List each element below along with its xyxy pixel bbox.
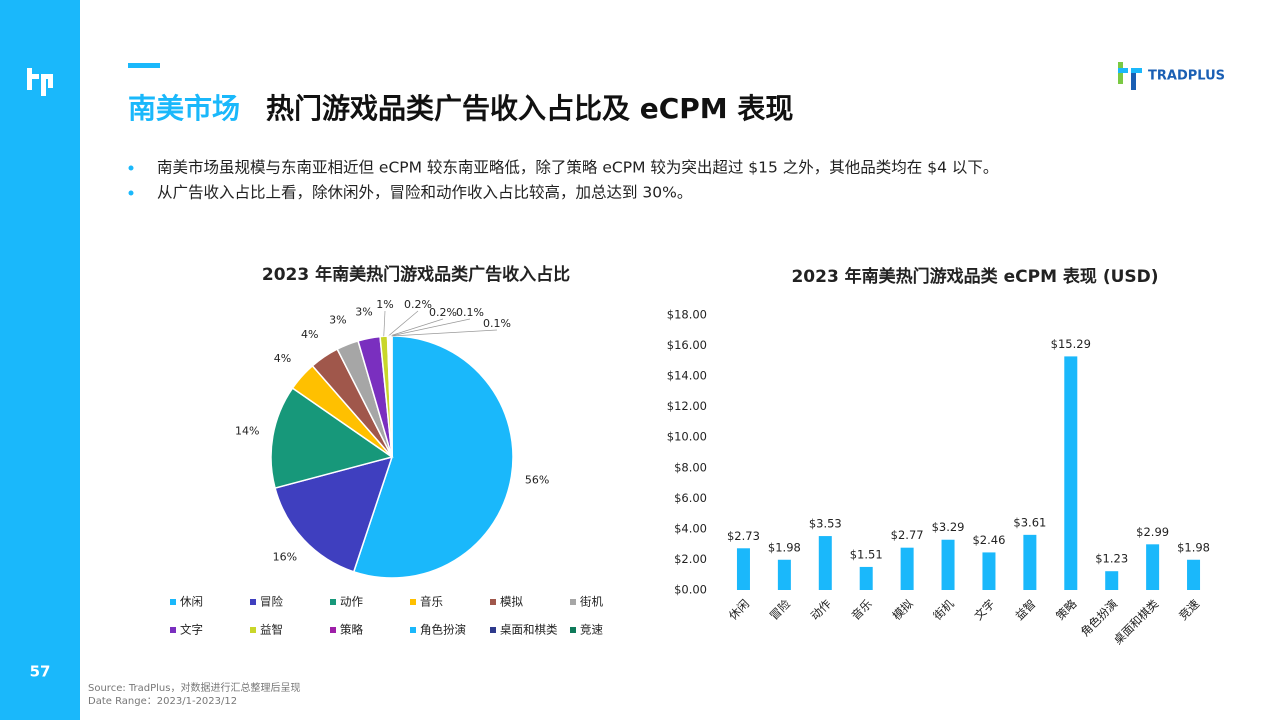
bar	[941, 539, 955, 590]
pie-slice	[352, 335, 514, 579]
legend-swatch	[330, 627, 336, 633]
data-label: $3.53	[809, 517, 842, 531]
data-label: 0.1%	[456, 306, 484, 319]
data-label: 0.1%	[483, 317, 511, 330]
y-tick-label: $16.00	[667, 338, 707, 352]
data-label: $15.29	[1051, 337, 1091, 351]
bar	[1105, 571, 1119, 590]
data-label: $2.46	[972, 533, 1005, 547]
data-label: $2.77	[891, 528, 924, 542]
brand-name: TRADPLUS	[1148, 69, 1225, 84]
accent-dash	[128, 63, 160, 68]
legend-label: 冒险	[260, 595, 283, 609]
leader-line	[383, 310, 386, 337]
legend-swatch	[250, 599, 256, 605]
data-label: 3%	[355, 306, 372, 319]
legend-label: 文字	[180, 623, 203, 637]
y-tick-label: $12.00	[667, 399, 707, 413]
leader-line	[391, 329, 498, 337]
brand-logo: TRADPLUS	[1118, 62, 1225, 90]
legend-swatch	[490, 599, 496, 605]
data-label: 1%	[376, 298, 393, 311]
title-highlight: 南美市场	[128, 92, 240, 125]
data-label: $2.99	[1136, 525, 1169, 539]
title: 热门游戏品类广告收入占比及 eCPM 表现	[266, 92, 793, 125]
y-tick-label: $4.00	[674, 521, 707, 535]
legend-label: 休闲	[180, 595, 203, 609]
legend-label: 益智	[260, 623, 283, 637]
bar	[1187, 559, 1201, 590]
bar	[900, 547, 914, 590]
bar	[818, 536, 832, 590]
bar	[982, 552, 996, 590]
data-label: $3.29	[932, 520, 965, 534]
leader-line	[388, 310, 419, 337]
y-tick-label: $8.00	[674, 460, 707, 474]
page-number: 57	[30, 663, 51, 681]
legend-swatch	[410, 627, 416, 633]
pie-slice	[270, 387, 394, 489]
data-label: 4%	[274, 352, 291, 365]
y-tick-label: $14.00	[667, 369, 707, 383]
pie-slice	[390, 335, 393, 458]
legend-label: 桌面和棋类	[500, 623, 558, 637]
bar	[1064, 356, 1078, 590]
leader-line	[389, 318, 444, 337]
data-label: 4%	[301, 328, 318, 341]
y-tick-label: $6.00	[674, 491, 707, 505]
data-label: 56%	[525, 474, 549, 487]
chart-title: 2023 年南美热门游戏品类广告收入占比	[262, 264, 570, 285]
data-label: 14%	[235, 425, 259, 438]
legend-swatch	[170, 627, 176, 633]
legend-swatch	[570, 599, 576, 605]
date-range: Date Range：2023/1-2023/12	[88, 696, 237, 707]
data-label: 3%	[329, 313, 346, 326]
data-label: $1.98	[768, 540, 801, 554]
leader-line	[390, 318, 471, 337]
data-label: $1.23	[1095, 552, 1128, 566]
bar	[1023, 534, 1037, 590]
bullet: 南美市场虽规模与东南亚相近但 eCPM 较东南亚略低，除了策略 eCPM 较为突…	[157, 159, 998, 177]
data-label: $2.73	[727, 529, 760, 543]
bar	[859, 566, 873, 590]
data-label: $1.98	[1177, 540, 1210, 554]
bar	[777, 559, 791, 590]
legend-label: 动作	[340, 595, 363, 609]
data-label: $3.61	[1013, 515, 1046, 529]
data-label: 16%	[273, 551, 297, 564]
legend-swatch	[490, 627, 496, 633]
chart-title: 2023 年南美热门游戏品类 eCPM 表现 (USD)	[791, 266, 1158, 287]
pie-slice	[274, 455, 394, 573]
legend-label: 策略	[340, 623, 363, 637]
bar	[1146, 544, 1160, 590]
legend-swatch	[330, 599, 336, 605]
source: Source: TradPlus，对数据进行汇总整理后呈现	[88, 681, 300, 694]
legend-swatch	[250, 627, 256, 633]
data-label: $1.51	[850, 547, 883, 561]
bullet: 从广告收入占比上看，除休闲外，冒险和动作收入占比较高，加总达到 30%。	[157, 184, 692, 202]
y-tick-label: $0.00	[674, 583, 707, 597]
y-tick-label: $10.00	[667, 430, 707, 444]
legend-swatch	[410, 599, 416, 605]
bullet-dot	[128, 190, 134, 196]
bar	[736, 548, 750, 590]
bullet-dot	[128, 165, 134, 171]
legend-swatch	[570, 627, 576, 633]
legend-label: 竞速	[580, 623, 603, 637]
legend-label: 模拟	[500, 595, 523, 609]
legend-label: 街机	[580, 595, 603, 609]
sidebar	[0, 0, 80, 720]
legend-swatch	[170, 599, 176, 605]
legend-label: 音乐	[420, 595, 443, 609]
y-tick-label: $2.00	[674, 552, 707, 566]
data-label: 0.2%	[404, 298, 432, 311]
y-tick-label: $18.00	[667, 308, 707, 322]
sidebar-logo	[27, 68, 53, 96]
legend-label: 角色扮演	[420, 623, 466, 637]
data-label: 0.2%	[429, 306, 457, 319]
